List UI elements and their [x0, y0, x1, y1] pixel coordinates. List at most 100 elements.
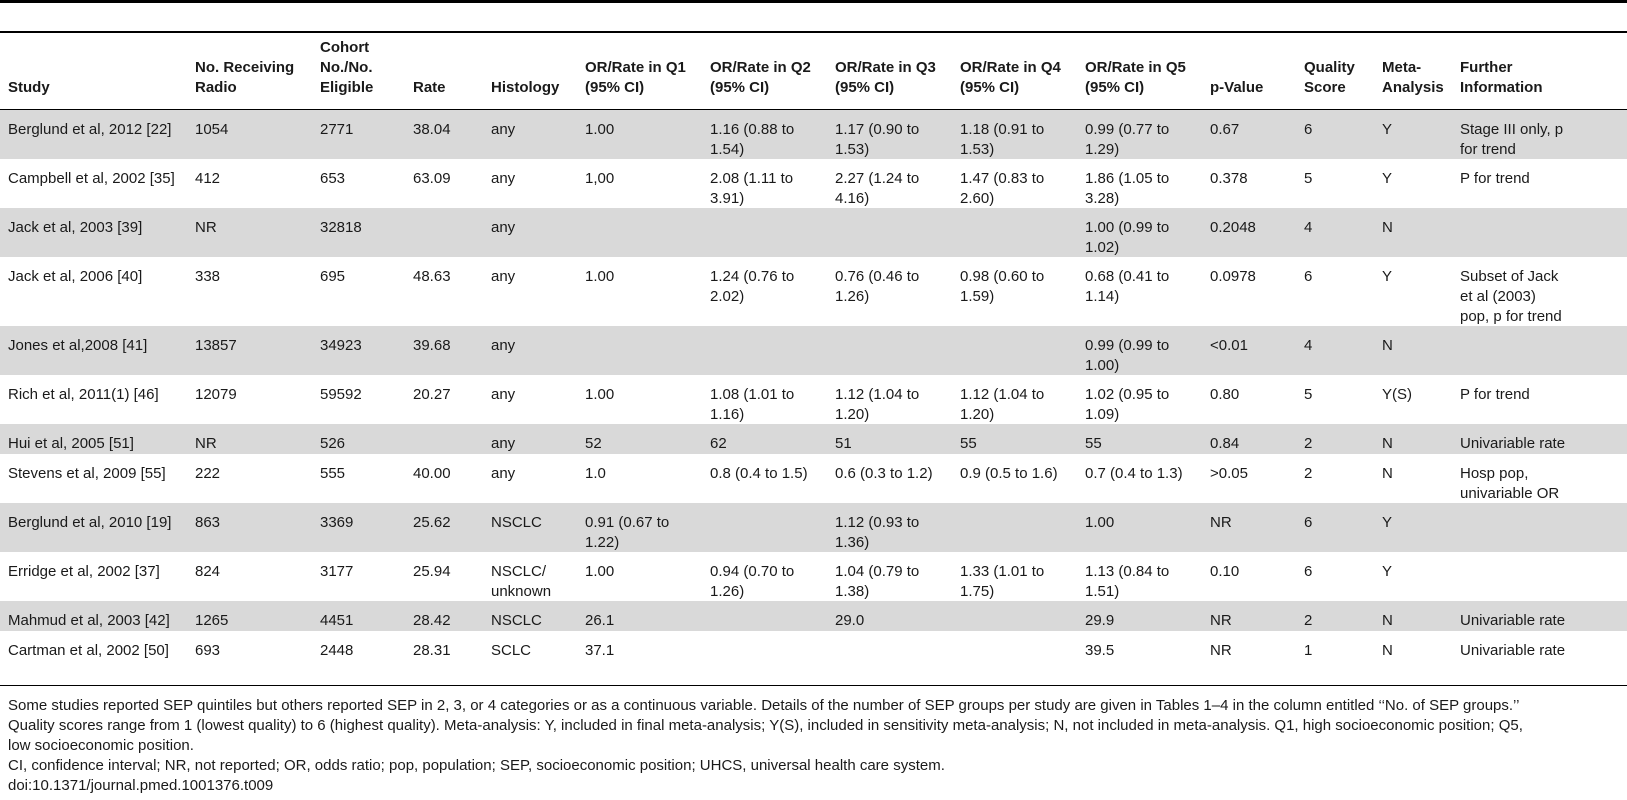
cell-text-line: N: [1382, 337, 1393, 354]
cell-text-line: 0.378: [1210, 170, 1248, 187]
cell-no-receiving-radio: 222: [195, 464, 220, 484]
cell-text-line: 338: [195, 268, 221, 285]
header-histology: Histology: [491, 78, 559, 98]
cell-text-line: (95% CI): [585, 79, 645, 96]
cell-text-line: any: [491, 170, 516, 187]
cell-text-line: 59592: [320, 386, 362, 403]
cell-no-receiving-radio: 1054: [195, 120, 228, 140]
cell-text-line: 1.33 (1.01 to: [960, 563, 1045, 580]
cell-p-value: 0.67: [1210, 120, 1239, 140]
cell-text-line: unknown: [491, 583, 552, 600]
doi-line: doi:10.1371/journal.pmed.1001376.t009: [8, 777, 274, 794]
cell-no-receiving-radio: NR: [195, 218, 217, 238]
cell-text-line: 693: [195, 642, 221, 659]
cell-text-line: 1.22): [585, 534, 620, 551]
cell-text-line: 1.16): [710, 406, 745, 423]
cell-or-q5: 1.02 (0.95 to 1.09): [1085, 385, 1169, 425]
cell-text-line: 1.00: [585, 121, 615, 138]
cell-text-line: 1.00 (0.99 to: [1085, 219, 1170, 236]
top-border: [0, 0, 1627, 3]
cell-text-line: Univariable rate: [1460, 642, 1566, 659]
cell-p-value: 0.2048: [1210, 218, 1256, 238]
cell-text-line: OR/Rate in Q3: [835, 59, 936, 76]
cell-meta-analysis: N: [1382, 611, 1393, 631]
cell-text-line: 29.0: [835, 612, 865, 629]
cell-or-q3: 29.0: [835, 611, 864, 631]
cell-text-line: 1.86 (1.05 to: [1085, 170, 1170, 187]
cell-or-q2: 1.24 (0.76 to 2.02): [710, 267, 794, 307]
table-row: Mahmud et al, 2003 [42] 1265 4451 28.42 NSCL…: [0, 601, 1627, 631]
cell-text-line: 412: [195, 170, 221, 187]
cell-text-line: 32818: [320, 219, 362, 236]
cell-rate: 28.31: [413, 641, 451, 661]
cell-text-line: 222: [195, 465, 221, 482]
cell-or-q1: 1.0: [585, 464, 606, 484]
cell-text-line: 39.5: [1085, 642, 1115, 659]
cell-text-line: 1.38): [835, 583, 870, 600]
cell-text-line: 0.99 (0.99 to: [1085, 337, 1170, 354]
cell-text-line: 0.98 (0.60 to: [960, 268, 1045, 285]
cell-text-line: 48.63: [413, 268, 451, 285]
footnote-line: low socioeconomic position.: [8, 737, 194, 754]
cell-rate: 48.63: [413, 267, 451, 287]
cell-or-q3: 1.17 (0.90 to 1.53): [835, 120, 919, 160]
cell-text-line: 0.80: [1210, 386, 1240, 403]
cell-quality-score: 5: [1304, 385, 1312, 405]
cell-text-line: 1.59): [960, 288, 995, 305]
cell-meta-analysis: N: [1382, 464, 1393, 484]
cell-cohort-eligible: 32818: [320, 218, 362, 238]
cell-text-line: 40.00: [413, 465, 451, 482]
header-or-q5: OR/Rate in Q5 (95% CI): [1085, 58, 1186, 98]
cell-text-line: 26.1: [585, 612, 615, 629]
cell-text-line: 20.27: [413, 386, 451, 403]
cell-text-line: 1.00: [585, 563, 615, 580]
cell-rate: 39.68: [413, 336, 451, 356]
cell-text-line: N: [1382, 642, 1393, 659]
cell-text-line: 2771: [320, 121, 354, 138]
cell-or-q1: 52: [585, 434, 602, 454]
cell-text-line: 1.53): [960, 141, 995, 158]
cell-text-line: NSCLC: [491, 514, 542, 531]
cell-text-line: Univariable rate: [1460, 612, 1566, 629]
cell-or-q3: 1.12 (0.93 to 1.36): [835, 513, 919, 553]
cell-text-line: 0.8 (0.4 to 1.5): [710, 465, 808, 482]
cell-p-value: NR: [1210, 641, 1232, 661]
cell-rate: 38.04: [413, 120, 451, 140]
cell-no-receiving-radio: 824: [195, 562, 220, 582]
cell-text-line: 52: [585, 435, 602, 452]
cell-text-line: P for trend: [1460, 170, 1530, 187]
cell-study: Cartman et al, 2002 [50]: [8, 641, 169, 661]
cell-or-q1: 0.91 (0.67 to 1.22): [585, 513, 669, 553]
cell-or-q2: 1.16 (0.88 to 1.54): [710, 120, 794, 160]
cell-p-value: >0.05: [1210, 464, 1248, 484]
footnote-line: Some studies reported SEP quintiles but …: [8, 697, 1520, 714]
cell-text-line: 555: [320, 465, 346, 482]
cell-text-line: 29.9: [1085, 612, 1115, 629]
header-further-information: Further Information: [1460, 58, 1543, 98]
cell-text-line: 1.13 (0.84 to: [1085, 563, 1170, 580]
cell-text-line: 824: [195, 563, 221, 580]
cell-text-line: 2.02): [710, 288, 745, 305]
cell-rate: 63.09: [413, 169, 451, 189]
cell-histology: any: [491, 169, 515, 189]
cell-text-line: any: [491, 219, 516, 236]
cell-further-information: P for trend: [1460, 169, 1530, 189]
table-row: Berglund et al, 2010 [19] 863 3369 25.62 NSC…: [0, 503, 1627, 552]
cell-text-line: Further: [1460, 59, 1513, 76]
cell-quality-score: 2: [1304, 611, 1312, 631]
cell-text-line: >0.05: [1210, 465, 1248, 482]
cell-meta-analysis: Y: [1382, 562, 1392, 582]
cell-meta-analysis: Y: [1382, 169, 1392, 189]
cell-histology: any: [491, 336, 515, 356]
cell-histology: NSCLC: [491, 611, 542, 631]
cell-quality-score: 2: [1304, 434, 1312, 454]
cell-text-line: 4451: [320, 612, 354, 629]
cell-text-line: 3.91): [710, 190, 745, 207]
cell-text-line: 39.68: [413, 337, 451, 354]
cell-text-line: 3369: [320, 514, 354, 531]
cell-text-line: Radio: [195, 79, 237, 96]
cell-rate: 25.94: [413, 562, 451, 582]
cell-text-line: Study: [8, 79, 50, 96]
cell-text-line: Subset of Jack: [1460, 268, 1559, 285]
cell-text-line: NR: [1210, 642, 1232, 659]
